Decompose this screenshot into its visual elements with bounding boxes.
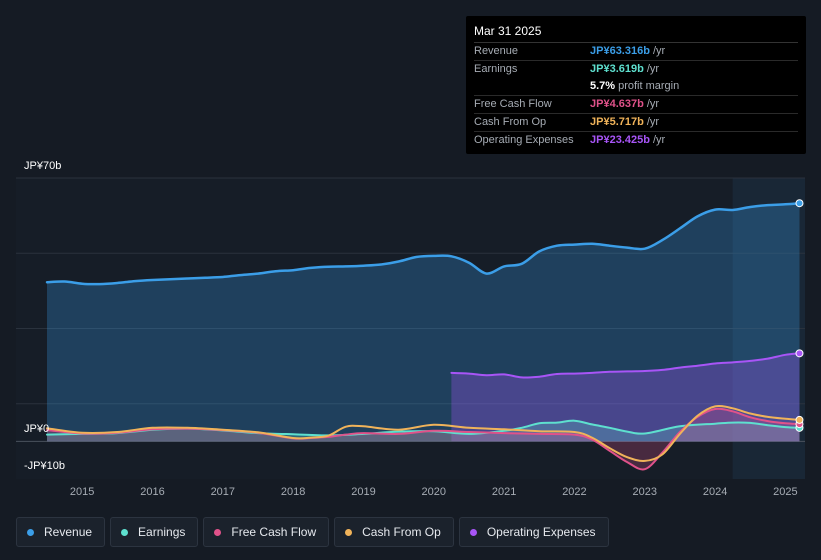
legend-cfo[interactable]: Cash From Op (334, 517, 454, 547)
line-revenue (45, 201, 801, 286)
tooltip-value-revenue: JP¥63.316b (590, 45, 650, 57)
tooltip-unit-earnings: /yr (646, 63, 660, 75)
x-tick-2017: 2017 (211, 486, 235, 498)
tooltip-value-margin: 5.7% (590, 80, 616, 92)
legend-fcf[interactable]: Free Cash Flow (203, 517, 330, 547)
tooltip-value-cfo: JP¥5.717b (590, 116, 644, 128)
tooltip-row-earnings: Earnings JP¥3.619b /yr (474, 61, 798, 78)
tooltip-unit-cfo: /yr (646, 116, 660, 128)
tooltip-row-fcf: Free Cash Flow JP¥4.637b /yr (474, 96, 798, 114)
financial-chart: 2015 2016 2017 2018 2019 2020 2021 2022 2023 2024… (16, 177, 805, 498)
endpoint-opex (795, 349, 804, 358)
x-tick-2025: 2025 (773, 486, 797, 498)
line-opex (450, 352, 801, 379)
endpoint-revenue (795, 199, 804, 208)
tooltip-date: Mar 31 2025 (474, 24, 798, 43)
tooltip-row-opex: Operating Expenses JP¥23.425b /yr (474, 132, 798, 149)
x-tick-2015: 2015 (70, 486, 94, 498)
line-cfo (46, 404, 801, 462)
x-tick-2024: 2024 (703, 486, 727, 498)
x-tick-2022: 2022 (562, 486, 586, 498)
tooltip-unit-revenue: /yr (652, 45, 666, 57)
x-tick-2020: 2020 (422, 486, 446, 498)
legend-fcf-label: Free Cash Flow (231, 525, 317, 539)
x-tick-2016: 2016 (140, 486, 164, 498)
x-tick-2023: 2023 (633, 486, 657, 498)
tooltip-label-cfo: Cash From Op (474, 116, 547, 128)
tooltip-label-opex: Operating Expenses (474, 134, 574, 146)
tooltip-label-revenue: Revenue (474, 45, 519, 57)
tooltip-unit-opex: /yr (652, 134, 666, 146)
legend-opex-label: Operating Expenses (486, 525, 596, 539)
y-axis-top-label: JP¥70b (24, 160, 62, 172)
data-tooltip: Mar 31 2025 Revenue JP¥63.316b /yr Earni… (466, 16, 806, 154)
legend-revenue-label: Revenue (44, 525, 93, 539)
area-revenue (47, 203, 800, 442)
legend-cfo-dot-icon (345, 528, 353, 536)
tooltip-label-fcf: Free Cash Flow (474, 98, 552, 110)
legend-opex-dot-icon (469, 528, 477, 536)
x-tick-2019: 2019 (351, 486, 375, 498)
area-fcf (47, 408, 800, 470)
endpoint-cfo (795, 415, 804, 424)
tooltip-row-margin: 5.7% profit margin (474, 78, 798, 96)
legend-cfo-label: Cash From Op (362, 525, 441, 539)
legend-opex[interactable]: Operating Expenses (458, 517, 609, 547)
legend-earnings-dot-icon (121, 528, 129, 536)
tooltip-value-fcf: JP¥4.637b (590, 98, 644, 110)
x-tick-2018: 2018 (281, 486, 305, 498)
chart-legend: Revenue Earnings Free Cash Flow Cash Fro… (16, 517, 609, 547)
area-opex (451, 353, 800, 442)
tooltip-text-margin: profit margin (618, 80, 680, 92)
x-tick-2021: 2021 (492, 486, 516, 498)
tooltip-row-cfo: Cash From Op JP¥5.717b /yr (474, 114, 798, 132)
legend-earnings-label: Earnings (138, 525, 186, 539)
legend-earnings[interactable]: Earnings (110, 517, 199, 547)
tooltip-unit-fcf: /yr (646, 98, 660, 110)
legend-revenue[interactable]: Revenue (16, 517, 106, 547)
tooltip-label-earnings: Earnings (474, 63, 518, 75)
tooltip-row-revenue: Revenue JP¥63.316b /yr (474, 43, 798, 61)
legend-fcf-dot-icon (214, 528, 222, 536)
tooltip-value-earnings: JP¥3.619b (590, 63, 644, 75)
y-axis-bottom-label: -JP¥10b (24, 460, 65, 472)
legend-revenue-dot-icon (27, 528, 34, 536)
y-axis-zero-label: JP¥0 (24, 423, 50, 435)
tooltip-value-opex: JP¥23.425b (590, 134, 650, 146)
area-earnings (47, 420, 800, 442)
